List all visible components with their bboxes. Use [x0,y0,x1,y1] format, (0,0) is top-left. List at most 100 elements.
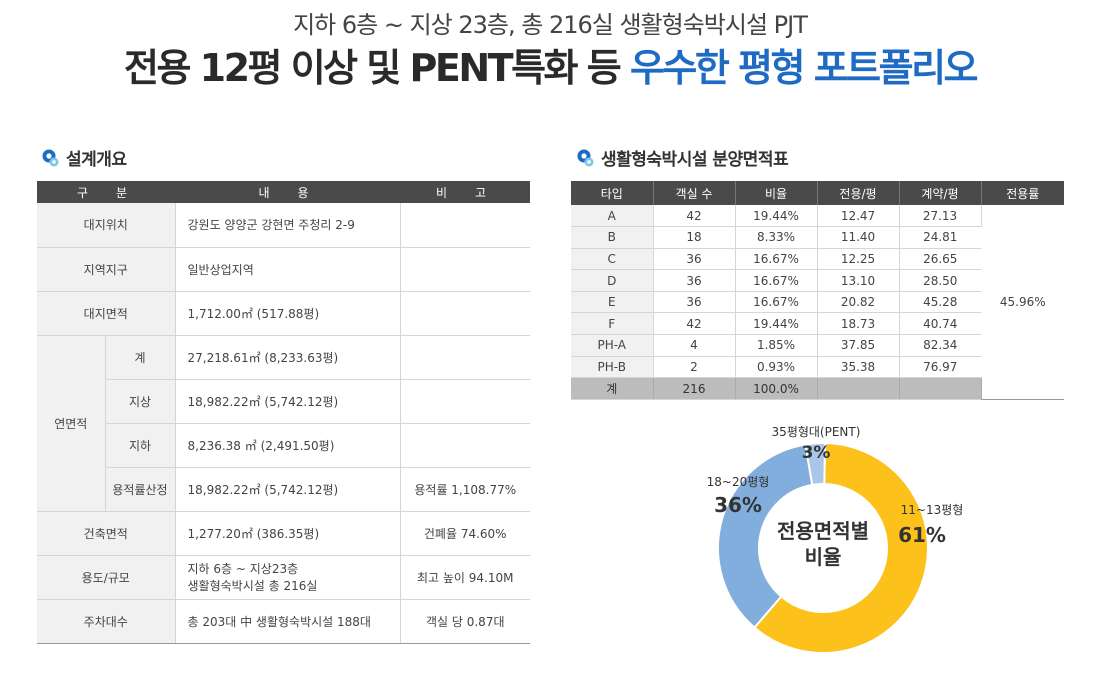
cell-rooms: 36 [653,291,736,314]
cell-exclusive: 18.73 [817,312,900,336]
table-row: 지상 18,982.22㎡ (5,742.12평) [37,379,530,424]
row-value: 지하 6층 ~ 지상23층 생활형숙박시설 총 216실 [175,555,401,600]
row-value: 일반상업지역 [175,247,401,292]
area-title-text: 생활형숙박시설 분양면적표 [601,150,789,170]
cell-contract: 26.65 [899,248,981,271]
slice-value-label: 3% [802,443,831,463]
row-note: 최고 높이 94.10M [400,555,530,600]
row-note [400,335,530,380]
chart-center-title-line: 전용면적별 [777,519,869,543]
cell-contract: 28.50 [899,269,981,292]
value-line: 지하 6층 ~ 지상23층 [187,562,299,576]
cell-type: C [571,248,654,271]
table-row: 주차대수 총 203대 中 생활형숙박시설 188대 객실 당 0.87대 [37,599,530,644]
row-label: 대지면적 [37,291,176,336]
header-type: 타입 [571,181,654,205]
row-label: 대지위치 [37,203,176,248]
table-row: D 36 16.67% 13.10 28.50 [571,269,1064,292]
chart-center-title-line: 비율 [805,545,842,569]
total-row: 계 216 100.0% [571,377,1064,400]
row-note [400,379,530,424]
row-note: 객실 당 0.87대 [400,599,530,644]
cell-ratio: 1.85% [735,334,818,357]
row-note [400,203,530,248]
header-remarks: 비 고 [400,181,530,203]
row-note [400,247,530,292]
gfa-group-label: 연면적 [37,335,106,512]
cell-exclusive: 13.10 [817,269,900,292]
table-row: C 36 16.67% 12.25 26.65 [571,248,1064,271]
slice-label: 35평형대(PENT) [772,425,861,439]
cell-type: E [571,291,654,314]
page-header: 지하 6층 ~ 지상 23층, 총 216실 생활형숙박시설 PJT 전용 12… [0,10,1100,92]
cell-contract: 24.81 [899,226,981,249]
header-content: 내 용 [175,181,400,203]
design-title-text: 설계개요 [66,150,127,170]
table-row: B 18 8.33% 11.40 24.81 [571,226,1064,249]
page-title: 전용 12평 이상 및 PENT특화 등 우수한 평형 포트폴리오 [0,44,1100,92]
row-label: 지역지구 [37,247,176,292]
table-row: 지하 8,236.38 ㎡ (2,491.50평) [37,423,530,468]
cell-type: PH-B [571,356,654,379]
title-main-text: 전용 12평 이상 및 PENT특화 등 [124,46,630,90]
cell-exclusive [817,377,900,400]
table-row: 대지위치 강원도 양양군 강현면 주청리 2-9 [37,203,530,248]
value-line: 생활형숙박시설 총 216실 [187,579,318,593]
donut-slice [717,443,814,629]
table-row: 대지면적 1,712.00㎡ (517.88평) [37,291,530,336]
cell-contract: 40.74 [899,312,981,336]
cell-rooms: 18 [653,226,736,249]
cell-type: F [571,312,654,336]
row-label: 지하 [105,423,176,468]
table-row: PH-A 4 1.85% 37.85 82.34 [571,334,1064,357]
cell-contract [899,377,982,400]
cell-type: A [571,205,654,228]
header-exclusive: 전용/평 [817,181,900,205]
cell-rooms: 42 [653,312,736,336]
row-note: 용적률 1,108.77% [400,467,530,512]
cell-contract: 45.28 [899,291,981,314]
row-label: 용도/규모 [37,555,176,600]
table-row: 지역지구 일반상업지역 [37,247,530,292]
design-overview-table: 구 분 내 용 비 고 대지위치 강원도 양양군 강현면 주청리 2-9 지역지… [37,181,530,644]
location-pin-icon [577,149,594,166]
cell-ratio: 16.67% [735,291,818,314]
header-contract: 계약/평 [899,181,982,205]
table-header-row: 타입 객실 수 비율 전용/평 계약/평 전용률 [571,181,1064,205]
table-row: E 36 16.67% 20.82 45.28 [571,291,1064,314]
cell-rooms: 36 [653,248,736,271]
slice-label: 11~13평형 [901,503,964,517]
row-label: 계 [105,335,176,380]
area-table: 타입 객실 수 비율 전용/평 계약/평 전용률 A 42 19.44% 12.… [571,181,1064,400]
cell-contract: 76.97 [899,356,981,379]
row-label: 건축면적 [37,511,176,556]
row-value: 강원도 양양군 강현면 주청리 2-9 [175,203,401,248]
table-row: 용적률산정 18,982.22㎡ (5,742.12평) 용적률 1,108.7… [37,467,530,512]
cell-ratio: 16.67% [735,248,818,271]
cell-ratio: 100.0% [735,377,818,400]
cell-exclusive: 12.25 [817,248,900,271]
header-category: 구 분 [37,181,175,203]
design-section-title: 설계개요 [40,145,127,170]
cell-ratio: 0.93% [735,356,818,379]
table-row: 용도/규모 지하 6층 ~ 지상23층 생활형숙박시설 총 216실 최고 높이… [37,555,530,600]
cell-contract: 27.13 [899,205,982,228]
cell-ratio: 8.33% [735,226,818,249]
slice-value-label: 61% [898,523,946,547]
header-efficiency: 전용률 [981,181,1064,205]
row-value: 1,277.20㎡ (386.35평) [175,511,401,556]
location-pin-icon [42,149,59,166]
cell-type: PH-A [571,334,654,357]
row-value: 총 203대 中 생활형숙박시설 188대 [175,599,401,644]
cell-rooms: 42 [653,205,736,228]
row-note: 건폐율 74.60% [400,511,530,556]
row-value: 8,236.38 ㎡ (2,491.50평) [175,423,401,468]
header-ratio: 비율 [735,181,818,205]
row-value: 18,982.22㎡ (5,742.12평) [175,379,401,424]
cell-rooms: 216 [653,377,736,400]
row-label: 지상 [105,379,176,424]
row-label: 주차대수 [37,599,176,644]
cell-exclusive: 35.38 [817,356,900,379]
cell-exclusive: 37.85 [817,334,900,357]
table-row: A 42 19.44% 12.47 27.13 45.96% [571,205,1064,400]
